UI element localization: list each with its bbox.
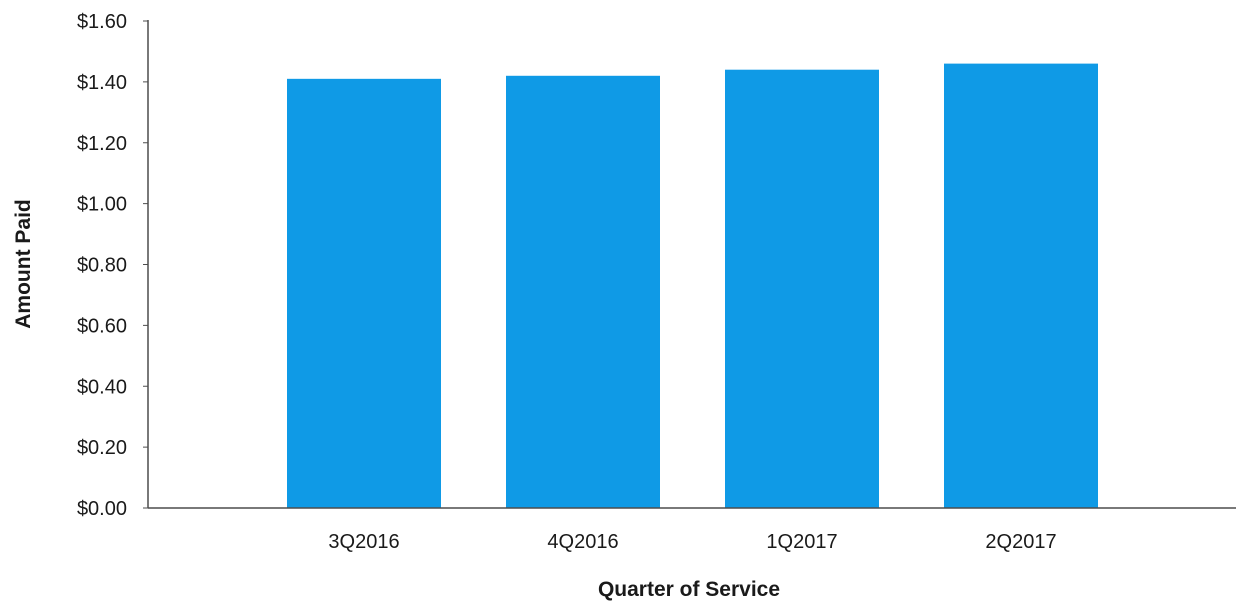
- bar: [287, 78, 441, 509]
- x-axis-ticks: 3Q2016 4Q2016 1Q2017 2Q2017: [328, 531, 1056, 553]
- bar: [506, 75, 660, 508]
- y-axis-ticks: $0.00 $0.20 $0.40 $0.60 $0.80 $1.00 $1.20 $1.40…: [77, 11, 148, 520]
- y-axis-title: Amount Paid: [12, 199, 35, 329]
- bars: [287, 63, 1098, 509]
- x-tick-label: 2Q2017: [985, 531, 1056, 553]
- bar: [725, 69, 879, 508]
- y-tick-label: $0.20: [77, 437, 127, 459]
- x-axis-title: Quarter of Service: [598, 578, 780, 601]
- y-tick-label: $1.00: [77, 194, 127, 216]
- bar: [944, 63, 1098, 509]
- x-tick-label: 3Q2016: [328, 531, 399, 553]
- y-tick-label: $0.40: [77, 376, 127, 398]
- y-tick-label: $0.80: [77, 255, 127, 277]
- y-tick-label: $0.00: [77, 498, 127, 520]
- y-tick-label: $0.60: [77, 315, 127, 337]
- y-tick-label: $1.60: [77, 11, 127, 33]
- y-tick-label: $1.20: [77, 133, 127, 155]
- x-tick-label: 4Q2016: [547, 531, 618, 553]
- y-tick-label: $1.40: [77, 72, 127, 94]
- x-tick-label: 1Q2017: [766, 531, 837, 553]
